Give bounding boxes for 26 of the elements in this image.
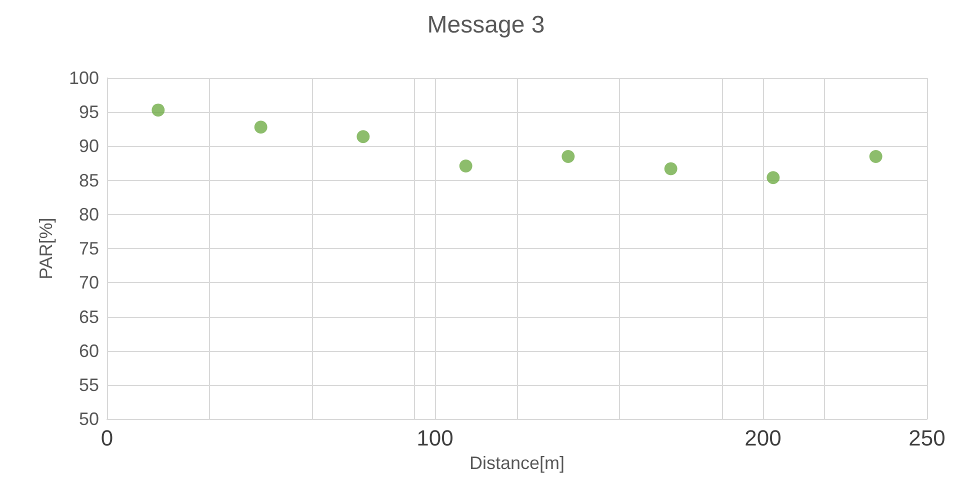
- x-tick-label: 0: [100, 426, 114, 451]
- y-tick-label: 70: [78, 272, 99, 293]
- point: [459, 160, 472, 172]
- y-tick-label: 90: [78, 136, 99, 156]
- x-tick-label: 100: [416, 426, 454, 451]
- point: [664, 162, 678, 176]
- y-axis-title: PAR[%]: [36, 218, 56, 280]
- y-tick-label: 60: [78, 340, 99, 361]
- y-tick-label: 85: [78, 170, 99, 190]
- y-tick-label: 80: [78, 204, 99, 224]
- y-tick-label: 65: [78, 306, 99, 327]
- point: [766, 171, 780, 184]
- y-tick-label: 55: [78, 374, 99, 395]
- y-tick-label: 75: [78, 238, 99, 259]
- x-tick-label: 250: [908, 426, 946, 451]
- point: [869, 150, 882, 163]
- point: [356, 130, 370, 144]
- point: [254, 120, 268, 134]
- point: [562, 150, 575, 163]
- y-tick-label: 50: [78, 409, 99, 430]
- y-tick-label: 95: [78, 102, 99, 122]
- y-tick-label: 100: [68, 68, 99, 88]
- x-tick-label: 200: [744, 426, 782, 451]
- point: [152, 104, 165, 117]
- chart-title: Message 3: [427, 12, 545, 38]
- x-axis-title: Distance[m]: [469, 453, 565, 473]
